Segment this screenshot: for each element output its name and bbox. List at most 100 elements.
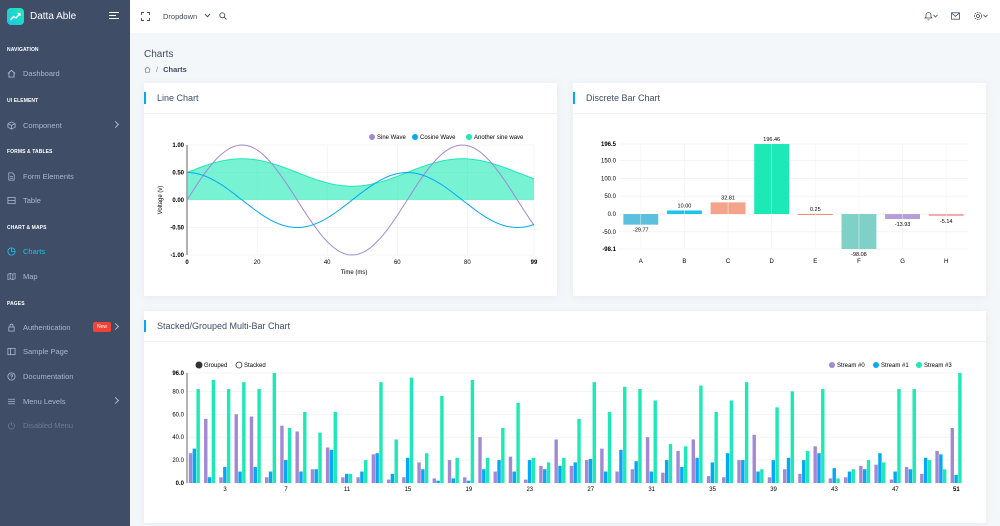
bar [866,460,871,483]
breadcrumb-current[interactable]: Charts [163,65,187,74]
bar [573,462,577,483]
multi-bar-chart: 96.0 80.0 60.0 40.0 20.0 0.0 3 7 11 15 19 23 27 31 35 3… [172,361,964,493]
x-tick-label: 31 [648,487,655,493]
bar [524,479,528,483]
multi-bar-chart-card: Stacked/Grouped Multi-Bar Chart 96.0 80.0… [144,311,986,523]
sidebar-item-sample-page[interactable]: Sample Page [0,341,130,361]
bar [333,411,337,483]
chevron-down-icon[interactable] [204,13,211,18]
bar [204,418,208,483]
legend-label: Sine Wave [377,135,406,141]
bar [908,469,913,483]
y-tick-label: 150.0 [601,159,617,165]
sidebar-item-authentication[interactable]: Authentication New [0,317,130,337]
legend-swatch [412,134,418,140]
bar [725,453,730,483]
sidebar-item-menu-levels[interactable]: Menu Levels [0,391,130,411]
settings-icon[interactable] [973,11,983,21]
y-tick-label: -0.50 [170,226,184,232]
sidebar-item-component[interactable]: Component [0,115,130,135]
y-tick-label: 60.0 [172,412,184,418]
bell-icon[interactable] [924,11,933,21]
search-icon[interactable] [219,12,227,20]
y-tick-label: -98.1 [602,247,616,253]
bar [950,428,955,483]
bar [623,386,627,483]
bar [436,480,440,483]
bar [226,389,231,483]
chevron-down-icon[interactable] [983,14,988,18]
bar [447,460,452,483]
y-tick-label: 0.0 [608,212,617,218]
x-tick-label: 40 [324,260,331,266]
sidebar-item-dashboard[interactable]: Dashboard [0,63,130,83]
bar [619,449,623,483]
bar [493,471,497,483]
bar [287,428,292,483]
menu-toggle-icon[interactable] [109,12,119,21]
sidebar-item-documentation[interactable]: Documentation [0,366,130,386]
sidebar-item-label: Documentation [23,371,74,381]
sidebar-item-charts[interactable]: Charts [0,241,130,261]
bar [813,446,817,483]
bar [584,460,589,483]
y-tick-label: 1.00 [172,143,184,149]
bar [421,469,425,483]
bar [847,471,852,483]
bar [832,468,836,483]
card-header: Stacked/Grouped Multi-Bar Chart [144,311,986,342]
bar [836,478,840,483]
x-tick-label: B [682,259,686,265]
card-title: Discrete Bar Chart [586,93,661,103]
bar [356,477,360,483]
sidebar-item-form-elements[interactable]: Form Elements [0,166,130,186]
bar [798,473,802,483]
bar [600,448,604,483]
bar [927,460,932,483]
sidebar-item-table[interactable]: Table [0,190,130,210]
bar [310,469,315,483]
bar [546,462,551,483]
x-tick-label: 39 [770,487,777,493]
page-title: Charts [144,49,174,60]
bar [440,395,444,483]
card-header: Line Chart [144,83,557,114]
bar [318,432,322,483]
bar [683,446,688,483]
bar [192,448,197,483]
sidebar-item-label: Sample Page [23,346,69,356]
fullscreen-icon[interactable] [141,12,150,21]
home-icon[interactable] [144,66,151,73]
data-label: 196.46 [763,137,780,143]
dropdown-label[interactable]: Dropdown [163,12,198,21]
card-title: Line Chart [157,93,199,103]
x-tick-label: 43 [831,487,838,493]
x-tick-label: 20 [254,260,261,266]
breadcrumb-separator: / [156,65,159,74]
bar [771,460,775,483]
bar [790,391,795,483]
brand: Datta Able [0,0,130,33]
y-tick-label: 0.00 [172,198,184,204]
legend-label: Stream #0 [837,363,865,369]
bar [661,472,665,483]
bar [710,462,715,483]
bar [303,411,307,483]
bar [828,478,833,483]
x-tick-label: 15 [405,487,412,493]
sidebar-layout-icon [7,347,16,355]
x-tick-label: 99 [531,260,538,266]
bar [920,473,924,483]
series-area-another-sine-wave [187,158,534,200]
mail-icon[interactable] [951,12,960,20]
y-tick-label: 96.0 [172,371,184,377]
sidebar-item-map[interactable]: Map [0,266,130,286]
nav-caption-ui-element: UI ELEMENT [7,98,39,104]
sidebar-item-label: Component [23,120,62,130]
y-tick-label: 100.0 [601,176,617,182]
bar [344,473,349,483]
bar [741,460,745,483]
bar [649,471,654,483]
bar [615,471,619,483]
chevron-down-icon[interactable] [933,14,938,18]
